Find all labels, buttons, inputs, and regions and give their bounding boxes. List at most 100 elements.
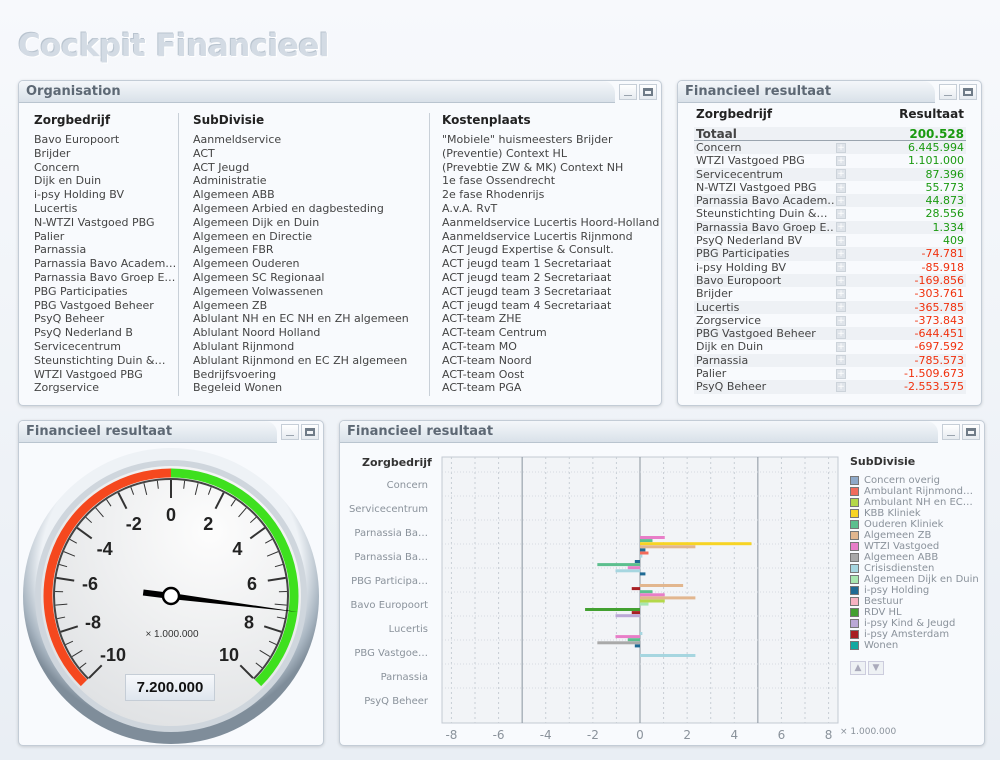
legend-item[interactable]: Algemeen ZB — [850, 530, 979, 541]
list-item[interactable]: A.v.A. RvT — [442, 201, 498, 215]
table-row[interactable]: Brijder + -303.761 — [694, 287, 966, 300]
table-row[interactable]: Servicecentrum +87.396 — [694, 167, 966, 181]
legend-item[interactable]: Algemeen ABB — [850, 552, 979, 563]
expand-icon[interactable]: + — [836, 249, 846, 260]
list-item[interactable]: ACT jeugd team 4 Secretariaat — [442, 298, 612, 312]
list-item[interactable]: Algemeen ZB — [193, 298, 268, 312]
list-item[interactable]: Brijder — [34, 146, 71, 160]
list-item[interactable]: ACT-team ZHE — [442, 312, 522, 326]
list-item[interactable]: Aanmeldservice Lucertis Hoord-Holland — [442, 215, 660, 229]
list-item[interactable]: Algemeen SC Regionaal — [193, 270, 325, 284]
table-row[interactable]: Bavo Europoort + -169.856 — [694, 273, 966, 288]
subdivisie-listbox[interactable]: SubDivisie Aanmeldservice ACT ACT Jeugd Admi… — [193, 113, 409, 395]
column-header-resultaat[interactable]: Resultaat — [899, 107, 964, 121]
legend-item[interactable]: Algemeen Dijk en Duin — [850, 574, 979, 585]
list-item[interactable]: i-psy Holding BV — [34, 188, 125, 202]
expand-icon[interactable]: + — [836, 222, 846, 233]
list-item[interactable]: ACT jeugd team 2 Secretariaat — [442, 270, 612, 284]
maximize-button[interactable] — [959, 84, 977, 100]
expand-icon[interactable]: + — [836, 315, 846, 326]
expand-icon[interactable]: + — [836, 262, 846, 273]
list-item[interactable]: ACT — [193, 146, 215, 160]
legend-item[interactable]: Bestuur — [850, 596, 979, 607]
list-item[interactable]: Parnassia Bavo Academ… — [34, 257, 177, 271]
table-row[interactable]: PBG Participaties + -74.781 — [694, 247, 966, 261]
legend-item[interactable]: RDV HL — [850, 607, 979, 618]
expand-icon[interactable]: + — [836, 275, 846, 286]
list-item[interactable]: Zorgservice — [34, 381, 99, 395]
table-row[interactable]: Dijk en Duin + -697.592 — [694, 340, 966, 353]
legend-item[interactable]: i-psy Kind & Jeugd — [850, 618, 979, 629]
list-item[interactable]: Bavo Europoort — [34, 133, 120, 146]
expand-icon[interactable]: + — [836, 209, 846, 220]
table-row[interactable]: PsyQ Nederland BV +409 — [694, 234, 966, 247]
list-item[interactable]: Parnassia — [34, 243, 87, 257]
legend-item[interactable]: KBB Kliniek — [850, 508, 979, 519]
table-row[interactable]: Parnassia Bavo Academ… +44.873 — [694, 194, 966, 208]
list-item[interactable]: PsyQ Nederland B — [34, 326, 133, 340]
list-item[interactable]: Bedrijfsvoering — [193, 367, 277, 381]
table-row[interactable]: Palier + -1.509.673 — [694, 367, 966, 380]
minimize-button[interactable] — [281, 424, 299, 440]
table-row[interactable]: Zorgservice + -373.843 — [694, 314, 966, 327]
minimize-button[interactable] — [942, 424, 960, 440]
minimize-button[interactable] — [939, 84, 957, 100]
list-item[interactable]: PBG Vastgoed Beheer — [34, 298, 154, 312]
list-item[interactable]: Administratie — [193, 174, 267, 188]
list-item[interactable]: Palier — [34, 229, 65, 243]
list-item[interactable]: Dijk en Duin — [34, 174, 102, 188]
legend-item[interactable]: Ambulant NH en EC… — [850, 497, 979, 508]
list-item[interactable]: 2e fase Rhodenrijs — [442, 188, 545, 202]
table-row[interactable]: Steunstichting Duin &… +28.556 — [694, 207, 966, 220]
list-item[interactable]: Ablulant Rijnmond — [193, 339, 295, 353]
list-item[interactable]: (Preventie) Context HL — [442, 146, 567, 160]
legend-item[interactable]: Ambulant Rijnmond… — [850, 486, 979, 497]
expand-icon[interactable]: + — [836, 328, 846, 339]
list-item[interactable]: ACT Jeugd Expertise & Consult. — [442, 243, 614, 257]
list-item[interactable]: Algemeen en Directie — [193, 229, 313, 243]
list-item[interactable]: ACT jeugd team 1 Secretariaat — [442, 257, 612, 271]
column-header-zorgbedrijf[interactable]: Zorgbedrijf — [696, 107, 773, 121]
expand-icon[interactable]: + — [836, 155, 846, 166]
list-item[interactable]: Ablulant Noord Holland — [193, 326, 321, 340]
list-item[interactable]: PBG Participaties — [34, 284, 128, 298]
minimize-button[interactable] — [619, 84, 637, 100]
legend-scroll-down-button[interactable]: ▼ — [868, 661, 884, 675]
legend-item[interactable]: Crisisdiensten — [850, 563, 979, 574]
list-item[interactable]: (Prevebtie ZW & MK) Context NH — [442, 160, 624, 174]
list-item[interactable]: Parnassia Bavo Groep E… — [34, 270, 176, 284]
list-item[interactable]: Algemeen Arbied en dagbesteding — [193, 201, 384, 215]
table-row[interactable]: Lucertis + -365.785 — [694, 300, 966, 314]
list-item[interactable]: ACT jeugd team 3 Secretariaat — [442, 284, 612, 298]
legend-item[interactable]: Ouderen Kliniek — [850, 519, 979, 530]
list-item[interactable]: Algemeen FBR — [193, 243, 274, 257]
list-item[interactable]: ACT-team Centrum — [442, 326, 547, 340]
expand-icon[interactable]: + — [836, 355, 846, 366]
expand-icon[interactable]: + — [836, 302, 846, 313]
maximize-button[interactable] — [301, 424, 319, 440]
maximize-button[interactable] — [962, 424, 980, 440]
list-item[interactable]: ACT-team PGA — [442, 381, 522, 395]
legend-item[interactable]: Concern overig — [850, 475, 979, 486]
list-item[interactable]: Lucertis — [34, 201, 78, 215]
expand-icon[interactable]: + — [836, 288, 846, 299]
expand-icon[interactable]: + — [836, 182, 846, 193]
list-item[interactable]: N-WTZI Vastgoed PBG — [34, 215, 155, 229]
table-row[interactable]: i-psy Holding BV + -85.918 — [694, 261, 966, 274]
table-row[interactable]: Concern +6.445.994 — [694, 141, 966, 155]
list-item[interactable]: "Mobiele" huismeesters Brijder — [442, 133, 613, 146]
expand-icon[interactable]: + — [836, 368, 846, 379]
legend-scroll-up-button[interactable]: ▲ — [850, 661, 866, 675]
list-item[interactable]: ACT-team MO — [442, 339, 517, 353]
table-row[interactable]: PsyQ Beheer + -2.553.575 — [694, 380, 966, 394]
legend-item[interactable]: i-psy Amsterdam — [850, 629, 979, 640]
list-item[interactable]: Begeleid Wonen — [193, 381, 283, 395]
list-item[interactable]: PsyQ Beheer — [34, 312, 105, 326]
list-item[interactable]: WTZI Vastgoed PBG — [34, 367, 143, 381]
list-item[interactable]: 1e fase Ossendrecht — [442, 174, 556, 188]
list-item[interactable]: Aanmeldservice — [193, 133, 282, 146]
expand-icon[interactable]: + — [836, 342, 846, 353]
table-row[interactable]: Parnassia Bavo Groep E… +1.334 — [694, 220, 966, 235]
expand-icon[interactable]: + — [836, 142, 846, 153]
legend-item[interactable]: i-psy Holding — [850, 585, 979, 596]
